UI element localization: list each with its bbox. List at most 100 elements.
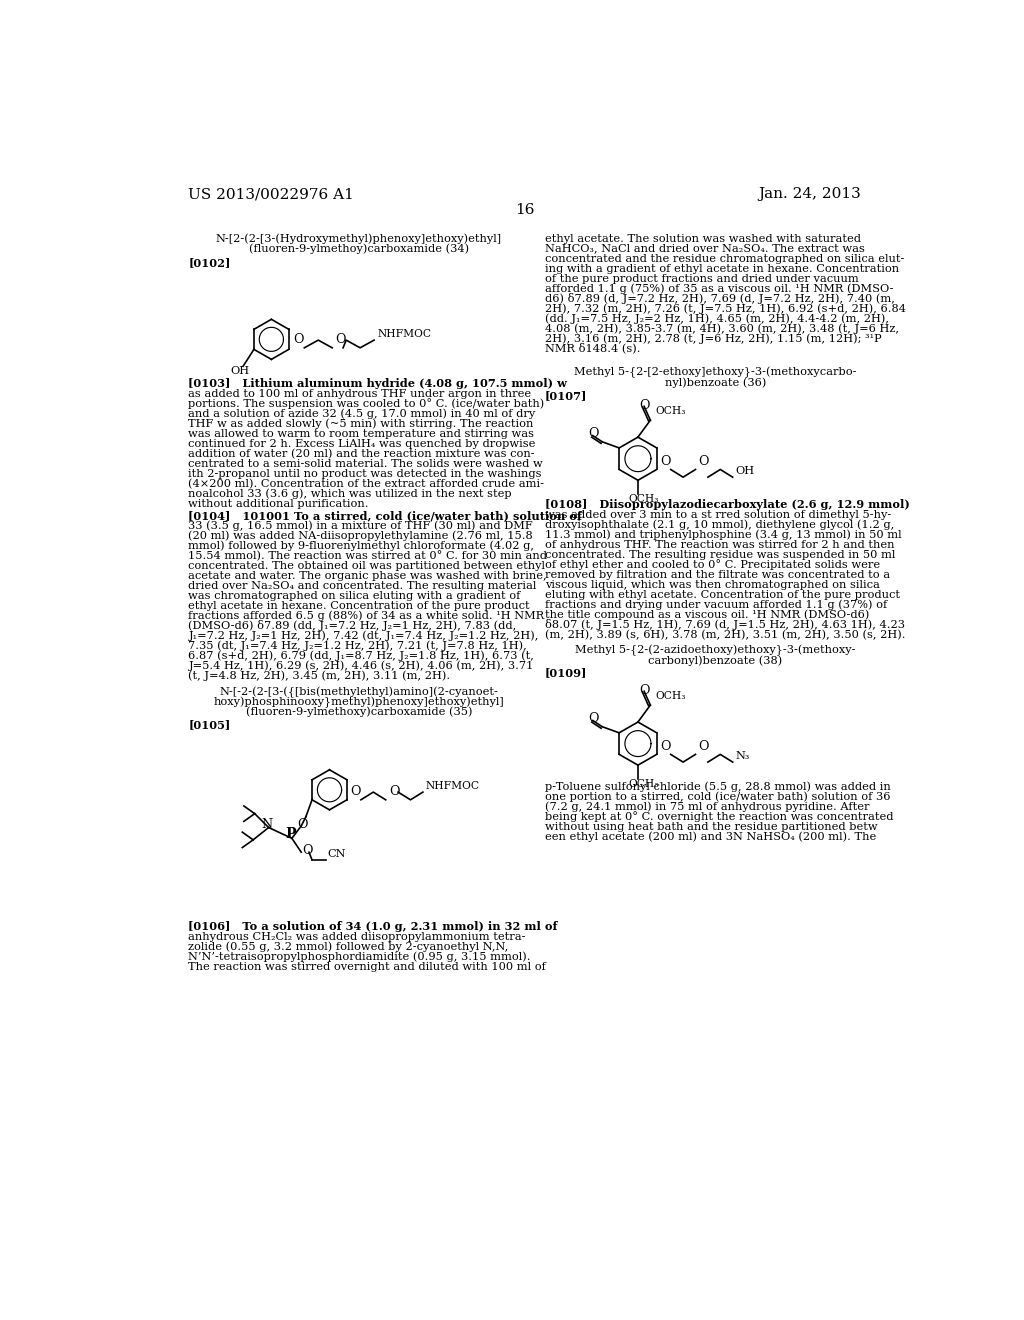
Text: (fluoren-9-ylmethoxy)carboxamide (35): (fluoren-9-ylmethoxy)carboxamide (35) [246, 706, 472, 717]
Text: ethyl acetate. The solution was washed with saturated: ethyl acetate. The solution was washed w… [545, 234, 861, 244]
Text: O: O [640, 684, 650, 697]
Text: [0107]: [0107] [545, 389, 588, 401]
Text: N-[2-(2-[3-(Hydroxymethyl)phenoxy]ethoxy)ethyl]: N-[2-(2-[3-(Hydroxymethyl)phenoxy]ethoxy… [216, 234, 502, 244]
Text: J₁=7.2 Hz, J₂=1 Hz, 2H), 7.42 (dt, J₁=7.4 Hz, J₂=1.2 Hz, 2H),: J₁=7.2 Hz, J₂=1 Hz, 2H), 7.42 (dt, J₁=7.… [188, 631, 539, 642]
Text: N-[-2-(2-[3-({[bis(methylethyl)amino](2-cyanoet-: N-[-2-(2-[3-({[bis(methylethyl)amino](2-… [219, 686, 499, 698]
Text: without additional purification.: without additional purification. [188, 499, 369, 510]
Text: O: O [640, 400, 650, 412]
Text: OCH₃: OCH₃ [655, 690, 685, 701]
Text: OH: OH [230, 366, 250, 376]
Text: O: O [698, 455, 709, 467]
Text: concentrated. The resulting residue was suspended in 50 ml: concentrated. The resulting residue was … [545, 550, 895, 560]
Text: (4×200 ml). Concentration of the extract afforded crude ami-: (4×200 ml). Concentration of the extract… [188, 479, 545, 490]
Text: nyl)benzoate (36): nyl)benzoate (36) [665, 378, 766, 388]
Text: The reaction was stirred overnight and diluted with 100 ml of: The reaction was stirred overnight and d… [188, 962, 547, 972]
Text: of ethyl ether and cooled to 0° C. Precipitated solids were: of ethyl ether and cooled to 0° C. Preci… [545, 560, 880, 570]
Text: being kept at 0° C. overnight the reaction was concentrated: being kept at 0° C. overnight the reacti… [545, 810, 894, 822]
Text: afforded 1.1 g (75%) of 35 as a viscous oil. ¹H NMR (DMSO-: afforded 1.1 g (75%) of 35 as a viscous … [545, 282, 894, 293]
Text: J=5.4 Hz, 1H), 6.29 (s, 2H), 4.46 (s, 2H), 4.06 (m, 2H), 3.71: J=5.4 Hz, 1H), 6.29 (s, 2H), 4.46 (s, 2H… [188, 660, 534, 671]
Text: was allowed to warm to room temperature and stirring was: was allowed to warm to room temperature … [188, 429, 535, 440]
Text: P: P [286, 828, 296, 841]
Text: (20 ml) was added NA-diisopropylethylamine (2.76 ml, 15.8: (20 ml) was added NA-diisopropylethylami… [188, 531, 534, 541]
Text: as added to 100 ml of anhydrous THF under argon in three: as added to 100 ml of anhydrous THF unde… [188, 389, 531, 399]
Text: een ethyl acetate (200 ml) and 3N NaHSO₄ (200 ml). The: een ethyl acetate (200 ml) and 3N NaHSO₄… [545, 832, 877, 842]
Text: THF w as added slowly (~5 min) with stirring. The reaction: THF w as added slowly (~5 min) with stir… [188, 418, 534, 429]
Text: (7.2 g, 24.1 mmol) in 75 ml of anhydrous pyridine. After: (7.2 g, 24.1 mmol) in 75 ml of anhydrous… [545, 801, 869, 812]
Text: O: O [389, 785, 399, 799]
Text: anhydrous CH₂Cl₂ was added diisopropylammonium tetra-: anhydrous CH₂Cl₂ was added diisopropylam… [188, 932, 526, 942]
Text: 6.87 (s+d, 2H), 6.79 (dd, J₁=8.7 Hz, J₂=1.8 Hz, 1H), 6.73 (t,: 6.87 (s+d, 2H), 6.79 (dd, J₁=8.7 Hz, J₂=… [188, 651, 535, 661]
Text: [0106]   To a solution of 34 (1.0 g, 2.31 mmol) in 32 ml of: [0106] To a solution of 34 (1.0 g, 2.31 … [188, 921, 558, 932]
Text: OCH₃: OCH₃ [629, 779, 659, 789]
Text: 2H), 3.16 (m, 2H), 2.78 (t, J=6 Hz, 2H), 1.15 (m, 12H); ³¹P: 2H), 3.16 (m, 2H), 2.78 (t, J=6 Hz, 2H),… [545, 333, 882, 343]
Text: and a solution of azide 32 (4.5 g, 17.0 mmol) in 40 ml of dry: and a solution of azide 32 (4.5 g, 17.0 … [188, 409, 536, 420]
Text: O: O [335, 333, 346, 346]
Text: (DMSO-d6) δ7.89 (dd, J₁=7.2 Hz, J₂=1 Hz, 2H), 7.83 (dd,: (DMSO-d6) δ7.89 (dd, J₁=7.2 Hz, J₂=1 Hz,… [188, 620, 517, 631]
Text: p-Toluene sulfonyl chloride (5.5 g, 28.8 mmol) was added in: p-Toluene sulfonyl chloride (5.5 g, 28.8… [545, 781, 891, 792]
Text: [0102]: [0102] [188, 257, 230, 268]
Text: concentrated and the residue chromatographed on silica elut-: concentrated and the residue chromatogra… [545, 253, 904, 264]
Text: Methyl 5-{2-[2-ethoxy]ethoxy}-3-(methoxycarbo-: Methyl 5-{2-[2-ethoxy]ethoxy}-3-(methoxy… [574, 367, 857, 379]
Text: dried over Na₂SO₄ and concentrated. The resulting material: dried over Na₂SO₄ and concentrated. The … [188, 581, 537, 591]
Text: O: O [588, 711, 599, 725]
Text: 33 (3.5 g, 16.5 mmol) in a mixture of THF (30 ml) and DMF: 33 (3.5 g, 16.5 mmol) in a mixture of TH… [188, 520, 534, 531]
Text: 4.08 (m, 2H), 3.85-3.7 (m, 4H), 3.60 (m, 2H), 3.48 (t, J=6 Hz,: 4.08 (m, 2H), 3.85-3.7 (m, 4H), 3.60 (m,… [545, 323, 899, 334]
Text: N: N [261, 817, 272, 830]
Text: droxyisophthalate (2.1 g, 10 mmol), diethylene glycol (1.2 g,: droxyisophthalate (2.1 g, 10 mmol), diet… [545, 520, 894, 531]
Text: O: O [303, 843, 313, 857]
Text: OCH₃: OCH₃ [655, 407, 685, 416]
Text: zolide (0.55 g, 3.2 mmol) followed by 2-cyanoethyl N,N,: zolide (0.55 g, 3.2 mmol) followed by 2-… [188, 941, 509, 952]
Text: without using heat bath and the residue partitioned betw: without using heat bath and the residue … [545, 822, 878, 832]
Text: viscous liquid, which was then chromatographed on silica: viscous liquid, which was then chromatog… [545, 579, 880, 590]
Text: 15.54 mmol). The reaction was stirred at 0° C. for 30 min and: 15.54 mmol). The reaction was stirred at… [188, 550, 548, 561]
Text: NaHCO₃, NaCl and dried over Na₂SO₄. The extract was: NaHCO₃, NaCl and dried over Na₂SO₄. The … [545, 244, 865, 253]
Text: carbonyl)benzoate (38): carbonyl)benzoate (38) [648, 655, 782, 665]
Text: removed by filtration and the filtrate was concentrated to a: removed by filtration and the filtrate w… [545, 570, 890, 579]
Text: the title compound as a viscous oil. ¹H NMR (DMSO-d6): the title compound as a viscous oil. ¹H … [545, 610, 869, 620]
Text: O: O [659, 455, 671, 467]
Text: mmol) followed by 9-fluorenylmethyl chloroformate (4.02 g,: mmol) followed by 9-fluorenylmethyl chlo… [188, 540, 535, 550]
Text: NHFMOC: NHFMOC [426, 781, 480, 791]
Text: fractions afforded 6.5 g (88%) of 34 as a white solid. ¹H NMR: fractions afforded 6.5 g (88%) of 34 as … [188, 610, 545, 620]
Text: [0104]   101001 To a stirred, cold (ice/water bath) solution of: [0104] 101001 To a stirred, cold (ice/wa… [188, 510, 583, 521]
Text: O: O [294, 333, 304, 346]
Text: CN: CN [328, 849, 346, 859]
Text: (dd. J₁=7.5 Hz, J₂=2 Hz, 1H), 4.65 (m, 2H), 4.4-4.2 (m, 2H),: (dd. J₁=7.5 Hz, J₂=2 Hz, 1H), 4.65 (m, 2… [545, 313, 889, 323]
Text: centrated to a semi-solid material. The solids were washed w: centrated to a semi-solid material. The … [188, 459, 543, 469]
Text: d6) δ7.89 (d, J=7.2 Hz, 2H), 7.69 (d, J=7.2 Hz, 2H), 7.40 (m,: d6) δ7.89 (d, J=7.2 Hz, 2H), 7.69 (d, J=… [545, 293, 895, 304]
Text: [0105]: [0105] [188, 719, 230, 730]
Text: was chromatographed on silica eluting with a gradient of: was chromatographed on silica eluting wi… [188, 591, 521, 601]
Text: concentrated. The obtained oil was partitioned between ethyl: concentrated. The obtained oil was parti… [188, 561, 546, 570]
Text: of the pure product fractions and dried under vacuum: of the pure product fractions and dried … [545, 273, 859, 284]
Text: ing with a gradient of ethyl acetate in hexane. Concentration: ing with a gradient of ethyl acetate in … [545, 264, 899, 273]
Text: NMR δ148.4 (s).: NMR δ148.4 (s). [545, 343, 640, 354]
Text: OH: OH [736, 466, 755, 477]
Text: OCH₃: OCH₃ [629, 494, 659, 504]
Text: continued for 2 h. Excess LiAlH₄ was quenched by dropwise: continued for 2 h. Excess LiAlH₄ was que… [188, 440, 536, 449]
Text: [0108]   Diisopropylazodiecarboxylate (2.6 g, 12.9 mmol): [0108] Diisopropylazodiecarboxylate (2.6… [545, 499, 910, 510]
Text: N₃: N₃ [736, 751, 751, 762]
Text: O: O [698, 739, 709, 752]
Text: O: O [659, 739, 671, 752]
Text: fractions and drying under vacuum afforded 1.1 g (37%) of: fractions and drying under vacuum afford… [545, 599, 887, 610]
Text: eluting with ethyl acetate. Concentration of the pure product: eluting with ethyl acetate. Concentratio… [545, 590, 900, 601]
Text: NHFMOC: NHFMOC [377, 329, 431, 339]
Text: O: O [350, 785, 360, 799]
Text: 11.3 mmol) and triphenylphosphine (3.4 g, 13 mmol) in 50 ml: 11.3 mmol) and triphenylphosphine (3.4 g… [545, 529, 901, 540]
Text: Jan. 24, 2013: Jan. 24, 2013 [759, 187, 861, 202]
Text: addition of water (20 ml) and the reaction mixture was con-: addition of water (20 ml) and the reacti… [188, 449, 536, 459]
Text: ith 2-propanol until no product was detected in the washings: ith 2-propanol until no product was dete… [188, 469, 542, 479]
Text: portions. The suspension was cooled to 0° C. (ice/water bath): portions. The suspension was cooled to 0… [188, 399, 545, 409]
Text: hoxy)phosphinooxy}methyl)phenoxy]ethoxy)ethyl]: hoxy)phosphinooxy}methyl)phenoxy]ethoxy)… [214, 697, 505, 708]
Text: O: O [588, 428, 599, 440]
Text: Methyl 5-{2-(2-azidoethoxy)ethoxy}-3-(methoxy-: Methyl 5-{2-(2-azidoethoxy)ethoxy}-3-(me… [575, 645, 856, 656]
Text: noalcohol 33 (3.6 g), which was utilized in the next step: noalcohol 33 (3.6 g), which was utilized… [188, 488, 512, 499]
Text: one portion to a stirred, cold (ice/water bath) solution of 36: one portion to a stirred, cold (ice/wate… [545, 791, 891, 801]
Text: of anhydrous THF. The reaction was stirred for 2 h and then: of anhydrous THF. The reaction was stirr… [545, 540, 894, 550]
Text: (m, 2H), 3.89 (s, 6H), 3.78 (m, 2H), 3.51 (m, 2H), 3.50 (s, 2H).: (m, 2H), 3.89 (s, 6H), 3.78 (m, 2H), 3.5… [545, 630, 905, 640]
Text: US 2013/0022976 A1: US 2013/0022976 A1 [188, 187, 354, 202]
Text: (fluoren-9-ylmethoy)carboxamide (34): (fluoren-9-ylmethoy)carboxamide (34) [249, 243, 469, 253]
Text: 7.35 (dt, J₁=7.4 Hz, J₂=1.2 Hz, 2H), 7.21 (t, J=7.8 Hz, 1H),: 7.35 (dt, J₁=7.4 Hz, J₂=1.2 Hz, 2H), 7.2… [188, 640, 527, 651]
Text: was added over 3 min to a st rred solution of dimethyl 5-hy-: was added over 3 min to a st rred soluti… [545, 510, 891, 520]
Text: δ8.07 (t, J=1.5 Hz, 1H), 7.69 (d, J=1.5 Hz, 2H), 4.63 1H), 4.23: δ8.07 (t, J=1.5 Hz, 1H), 7.69 (d, J=1.5 … [545, 619, 905, 630]
